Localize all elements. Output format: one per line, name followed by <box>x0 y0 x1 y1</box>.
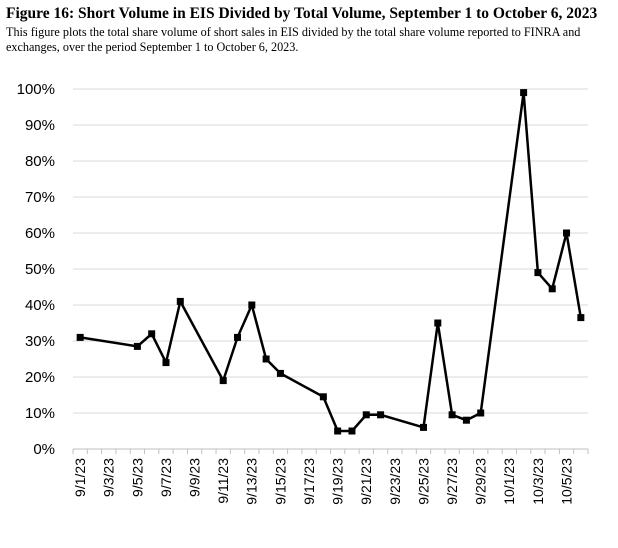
y-tick-label: 100% <box>17 81 55 98</box>
y-tick-label: 80% <box>25 153 55 170</box>
data-point-marker <box>477 409 485 417</box>
x-tick-label: 9/17/23 <box>301 458 317 505</box>
x-tick-label: 10/3/23 <box>530 458 546 505</box>
x-tick-label: 9/1/23 <box>72 458 88 497</box>
x-tick-label: 9/7/23 <box>158 458 174 497</box>
data-point-marker <box>148 330 156 338</box>
series-line <box>80 92 583 433</box>
x-tick-label: 9/23/23 <box>387 458 403 505</box>
y-tick-label: 0% <box>33 441 55 458</box>
data-point-marker <box>362 411 370 419</box>
data-point-marker <box>577 314 585 322</box>
data-point-marker <box>563 229 571 237</box>
x-axis <box>72 448 589 454</box>
data-point-marker <box>462 416 470 424</box>
data-point-marker <box>334 427 342 435</box>
x-tick-label: 9/27/23 <box>444 458 460 505</box>
x-tick-label: 9/15/23 <box>272 458 288 505</box>
data-point-marker <box>348 427 356 435</box>
x-tick-label: 9/29/23 <box>473 458 489 505</box>
data-point-marker <box>434 319 442 327</box>
y-tick-label: 40% <box>25 297 55 314</box>
x-tick-label: 10/1/23 <box>501 458 517 505</box>
data-point-marker <box>520 89 528 97</box>
data-point-marker <box>319 393 327 401</box>
y-tick-label: 60% <box>25 225 55 242</box>
x-tick-label: 9/9/23 <box>186 458 202 497</box>
data-point-marker <box>419 423 427 431</box>
data-series <box>76 89 585 435</box>
grid-lines <box>73 88 588 414</box>
y-tick-label: 90% <box>25 117 55 134</box>
figure-title: Figure 16: Short Volume in EIS Divided b… <box>6 5 598 22</box>
y-axis-tick-labels: 0% 10% 20% 30% 40% 50% 60% 70% 80% 90% 100% <box>17 81 55 458</box>
x-tick-label: 9/19/23 <box>330 458 346 505</box>
x-tick-label: 10/5/23 <box>558 458 574 505</box>
y-tick-label: 70% <box>25 189 55 206</box>
x-axis-tick-labels: 9/1/23 9/3/23 9/5/23 9/7/23 9/9/23 9/11/23 9/1… <box>72 458 574 505</box>
y-tick-label: 50% <box>25 261 55 278</box>
data-point-marker <box>377 411 385 419</box>
x-tick-label: 9/5/23 <box>129 458 145 497</box>
data-point-marker <box>76 333 84 341</box>
data-point-marker <box>133 342 141 350</box>
data-point-marker <box>248 301 256 309</box>
data-point-marker <box>162 359 170 367</box>
x-tick-label: 9/3/23 <box>101 458 117 497</box>
data-point-marker <box>548 285 556 293</box>
data-point-marker <box>176 297 184 305</box>
data-point-marker <box>234 333 242 341</box>
data-point-marker <box>448 411 456 419</box>
x-tick-label: 9/11/23 <box>215 458 231 504</box>
y-tick-label: 30% <box>25 333 55 350</box>
figure-caption: This figure plots the total share volume… <box>6 25 581 54</box>
y-tick-label: 20% <box>25 369 55 386</box>
data-point-marker <box>262 355 270 363</box>
x-tick-label: 9/13/23 <box>244 458 260 505</box>
data-point-marker <box>219 377 227 385</box>
x-tick-label: 9/21/23 <box>358 458 374 505</box>
data-point-marker <box>276 369 284 377</box>
x-tick-label: 9/25/23 <box>415 458 431 505</box>
data-point-marker <box>534 269 542 277</box>
y-tick-label: 10% <box>25 405 55 422</box>
